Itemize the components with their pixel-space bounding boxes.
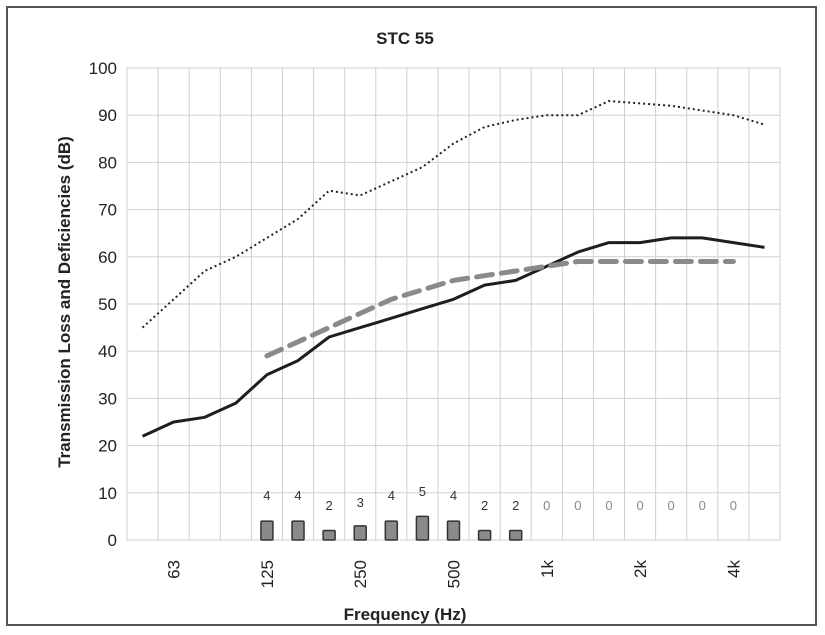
y-tick-label: 100 bbox=[89, 59, 117, 78]
deficiency-label: 2 bbox=[481, 498, 488, 513]
y-tick-label: 80 bbox=[98, 153, 117, 172]
y-axis-label: Transmission Loss and Deficiencies (dB) bbox=[55, 136, 74, 468]
deficiency-label: 4 bbox=[450, 488, 457, 503]
y-tick-label: 50 bbox=[98, 295, 117, 314]
y-tick-label: 60 bbox=[98, 248, 117, 267]
deficiency-bar bbox=[446, 520, 461, 541]
deficiency-label: 0 bbox=[605, 498, 612, 513]
y-tick-label: 10 bbox=[98, 484, 117, 503]
deficiency-bar bbox=[353, 525, 367, 541]
deficiency-label: 0 bbox=[668, 498, 675, 513]
deficiency-label: 5 bbox=[419, 484, 426, 499]
deficiency-label: 0 bbox=[543, 498, 550, 513]
dotted-series-line bbox=[141, 99, 765, 329]
x-axis-label: Frequency (Hz) bbox=[344, 605, 467, 624]
deficiency-bars: 4 4 2 3 4 5 4 2 2 0 0 0 0 0 0 0 bbox=[260, 484, 737, 541]
deficiency-label: 0 bbox=[730, 498, 737, 513]
y-tick-label: 20 bbox=[98, 437, 117, 456]
solid-series-line bbox=[141, 236, 765, 438]
deficiency-label: 3 bbox=[357, 495, 364, 510]
y-tick-labels: 0 10 20 30 40 50 60 70 80 90 100 bbox=[89, 59, 117, 550]
y-tick-label: 40 bbox=[98, 342, 117, 361]
deficiency-bar bbox=[415, 515, 430, 541]
deficiency-label: 2 bbox=[512, 498, 519, 513]
series-lines bbox=[141, 99, 765, 438]
x-tick-label: 63 bbox=[165, 560, 184, 579]
x-tick-label: 500 bbox=[445, 560, 464, 588]
deficiency-bar bbox=[260, 520, 274, 541]
y-tick-label: 90 bbox=[98, 106, 117, 125]
x-tick-label: 125 bbox=[258, 560, 277, 588]
x-tick-labels: 63 125 250 500 1k 2k 4k bbox=[165, 560, 744, 589]
deficiency-label: 4 bbox=[294, 488, 301, 503]
deficiency-bar bbox=[384, 520, 399, 541]
y-tick-label: 0 bbox=[108, 531, 117, 550]
chart-title: STC 55 bbox=[376, 29, 434, 48]
chart-frame bbox=[6, 6, 817, 626]
deficiency-bar bbox=[477, 529, 492, 541]
deficiency-label: 0 bbox=[636, 498, 643, 513]
grid bbox=[126, 67, 781, 541]
deficiency-label: 0 bbox=[699, 498, 706, 513]
deficiency-label: 2 bbox=[326, 498, 333, 513]
y-tick-label: 30 bbox=[98, 389, 117, 408]
y-tick-label: 70 bbox=[98, 201, 117, 220]
x-tick-label: 1k bbox=[538, 560, 557, 578]
x-tick-label: 4k bbox=[724, 560, 743, 578]
dashed-series-line bbox=[264, 259, 736, 359]
deficiency-bar bbox=[322, 529, 336, 541]
deficiency-label: 4 bbox=[263, 488, 270, 503]
deficiency-bar bbox=[291, 520, 305, 541]
x-tick-label: 250 bbox=[351, 560, 370, 588]
deficiency-label: 0 bbox=[574, 498, 581, 513]
deficiency-bar bbox=[508, 529, 523, 541]
deficiency-label: 4 bbox=[388, 488, 395, 503]
x-tick-label: 2k bbox=[631, 560, 650, 578]
